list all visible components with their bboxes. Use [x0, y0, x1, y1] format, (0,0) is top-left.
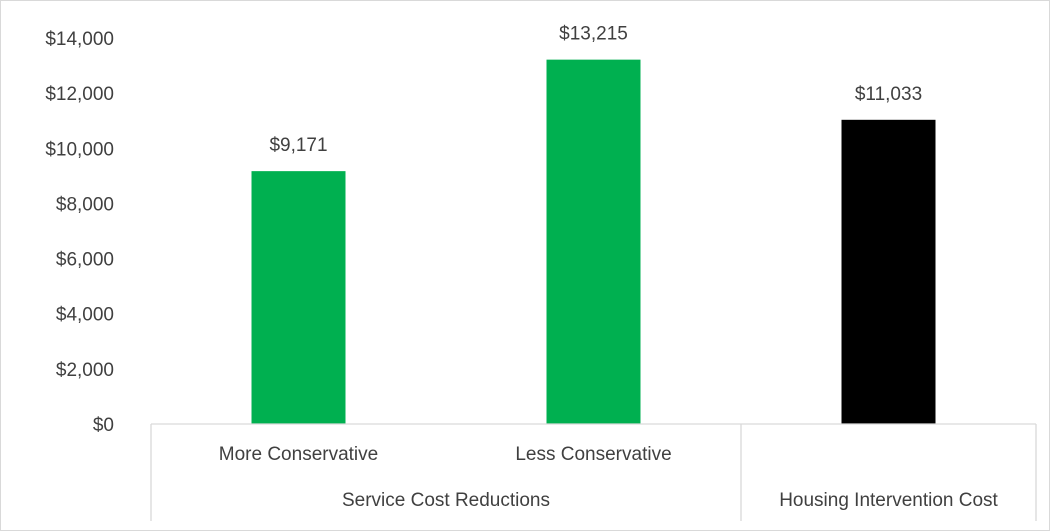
bar: [546, 59, 641, 425]
bar-value-label: $13,215: [559, 24, 628, 45]
y-tick-label: $14,000: [45, 29, 114, 50]
bar: [841, 119, 936, 424]
bars: [251, 59, 936, 425]
y-tick-label: $12,000: [45, 84, 114, 105]
bar-value-label: $9,171: [269, 135, 327, 156]
y-tick-label: $10,000: [45, 139, 114, 160]
y-tick-label: $4,000: [56, 305, 114, 326]
y-tick-label: $8,000: [56, 194, 114, 215]
group-label: Housing Intervention Cost: [779, 490, 998, 511]
data-labels: $9,171 $13,215 $11,033: [269, 24, 922, 156]
x-axis: More Conservative Less Conservative Servic…: [150, 423, 1037, 521]
y-tick-label: $0: [93, 415, 114, 436]
category-label: Less Conservative: [515, 444, 671, 465]
y-axis-ticks: $0 $2,000 $4,000 $6,000 $8,000 $10,000 $12,000…: [45, 29, 114, 436]
bar-value-label: $11,033: [855, 84, 922, 105]
y-tick-label: $2,000: [56, 360, 114, 381]
y-tick-label: $6,000: [56, 250, 114, 271]
group-label: Service Cost Reductions: [342, 490, 550, 511]
category-label: More Conservative: [219, 444, 378, 465]
bar: [251, 171, 346, 424]
